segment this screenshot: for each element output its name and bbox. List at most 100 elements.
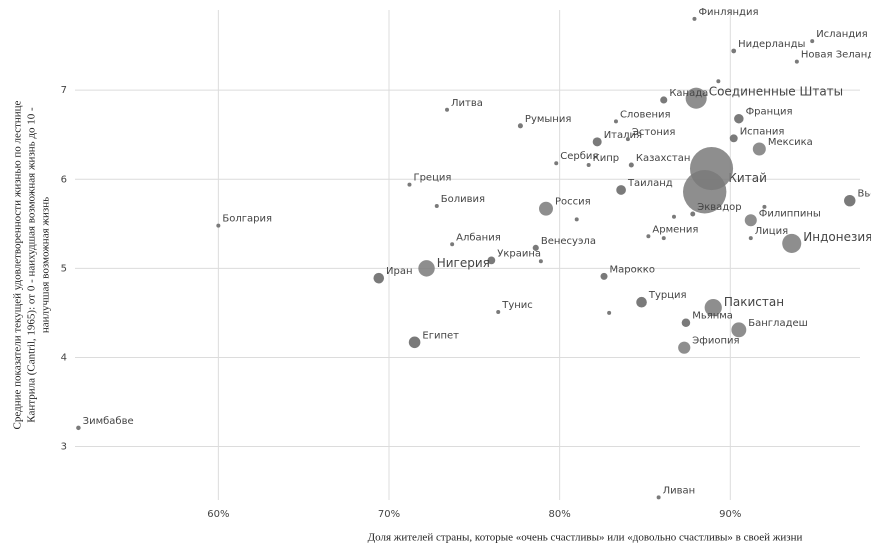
y-tick-label: 5 <box>61 263 67 274</box>
point-label: Боливия <box>441 194 485 205</box>
point <box>748 236 753 241</box>
point-label: Вьетнам <box>857 189 871 200</box>
point <box>625 137 630 142</box>
point <box>678 341 691 354</box>
point <box>450 242 455 247</box>
point-label: Словения <box>620 109 671 120</box>
point <box>407 182 412 187</box>
y-tick-label: 4 <box>61 352 67 363</box>
point <box>408 336 421 349</box>
point-label: Египет <box>422 330 459 341</box>
point-label: Болгария <box>222 214 272 225</box>
y-axis-label-line: Средние показатели текущей удовлетворенн… <box>12 100 24 429</box>
point <box>734 113 744 124</box>
point-label: Литва <box>451 98 483 109</box>
point <box>539 201 553 216</box>
point-label: Соединенные Штаты <box>709 84 843 98</box>
point-label: Армения <box>652 224 698 235</box>
point <box>671 214 676 219</box>
point-label: Таиланд <box>627 178 673 189</box>
point <box>716 79 721 84</box>
point <box>656 495 661 500</box>
point-label: Финляндия <box>698 7 758 18</box>
point-label: Италия <box>604 130 642 141</box>
point-label: Канада <box>669 88 708 99</box>
point <box>586 163 591 168</box>
point <box>532 244 539 251</box>
point-label: Китай <box>728 171 766 185</box>
point-label: Эфиопия <box>692 336 739 347</box>
point <box>690 211 696 217</box>
point-label: Бангладеш <box>748 318 808 329</box>
point-label: Турция <box>648 290 687 301</box>
point-label: Новая Зеландия <box>801 50 871 61</box>
point-label: Марокко <box>610 264 655 275</box>
point-label: Испания <box>740 126 785 137</box>
point-label: Венесуэла <box>541 236 596 247</box>
y-axis-label: Средние показатели текущей удовлетворенн… <box>12 100 52 429</box>
point <box>844 194 856 207</box>
x-tick-label: 80% <box>549 509 571 520</box>
point <box>762 204 767 209</box>
point-label: Тунис <box>501 300 533 311</box>
point <box>729 134 738 143</box>
point <box>731 322 747 338</box>
y-tick-label: 6 <box>61 174 67 185</box>
point <box>752 142 766 156</box>
point-label: Румыния <box>525 114 571 125</box>
point <box>681 318 691 327</box>
x-axis-label: Доля жителей страны, которые «очень счас… <box>368 532 803 544</box>
point-label: Нидерланды <box>738 39 805 50</box>
x-tick-label: 90% <box>719 509 741 520</box>
point <box>810 39 815 44</box>
point <box>782 233 802 253</box>
point <box>76 425 81 431</box>
point <box>731 48 737 54</box>
point-label: Зимбабве <box>83 416 134 427</box>
point-label: Филиппины <box>759 208 821 219</box>
point <box>373 272 385 284</box>
point <box>434 203 439 209</box>
point <box>613 119 618 124</box>
point <box>660 96 668 104</box>
point <box>216 223 221 228</box>
y-axis-label-line: Кантрила (Cantril, 1965): от 0 - наихудш… <box>26 107 38 423</box>
point <box>794 59 799 64</box>
point <box>418 260 435 277</box>
point-label: Казахстан <box>636 153 691 164</box>
point-label: Эквадор <box>697 202 741 213</box>
point <box>628 162 634 168</box>
point-label: Албания <box>456 232 501 243</box>
point-label: Индонезия <box>803 230 871 244</box>
point <box>661 236 666 241</box>
point-label: Россия <box>555 197 591 208</box>
point <box>445 107 450 112</box>
point-label: Нигерия <box>437 256 490 270</box>
point <box>574 217 579 222</box>
point <box>592 137 602 147</box>
point-label: Лиция <box>755 226 788 237</box>
point <box>517 123 523 129</box>
point-label: Кипр <box>593 153 619 164</box>
y-axis-label-line: наилучшая возможная жизнь <box>40 197 52 333</box>
point-label: Франция <box>746 107 793 118</box>
point <box>616 185 626 195</box>
point <box>692 16 697 21</box>
point-label: Эстония <box>632 127 675 138</box>
point-label: Исландия <box>816 29 867 40</box>
x-tick-label: 60% <box>207 509 229 520</box>
point <box>487 256 496 265</box>
point-label: Ливан <box>663 485 696 496</box>
point-label: Мексика <box>768 137 813 148</box>
point-label: Украина <box>497 248 541 259</box>
point-label: Пакистан <box>724 295 784 309</box>
point <box>538 259 543 264</box>
point <box>600 272 608 280</box>
point-label: Мьянма <box>692 311 733 322</box>
x-tick-label: 70% <box>378 509 400 520</box>
point <box>646 234 651 239</box>
y-tick-label: 7 <box>61 85 67 96</box>
point <box>496 310 501 315</box>
point <box>554 161 559 166</box>
